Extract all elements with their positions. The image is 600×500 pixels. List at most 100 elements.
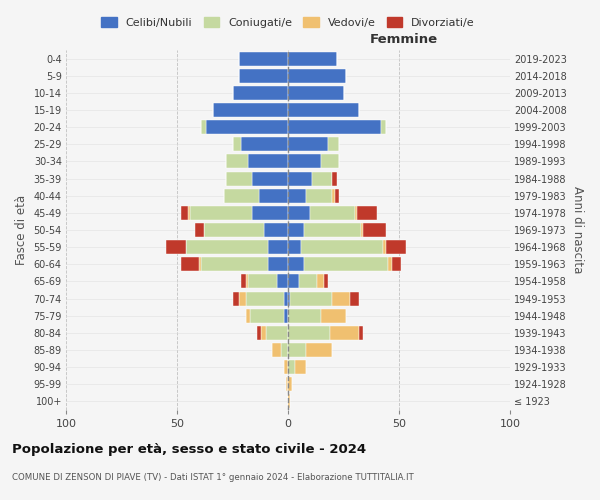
Bar: [288, 326, 330, 340]
Bar: [253, 172, 288, 185]
Bar: [392, 258, 401, 272]
Bar: [288, 86, 343, 100]
Bar: [188, 206, 190, 220]
Bar: [304, 223, 361, 237]
Bar: [284, 292, 288, 306]
Bar: [317, 274, 323, 288]
Bar: [259, 188, 288, 202]
Bar: [212, 103, 288, 117]
Bar: [323, 274, 328, 288]
Y-axis label: Fasce di età: Fasce di età: [15, 195, 28, 265]
Bar: [328, 138, 339, 151]
Bar: [288, 172, 313, 185]
Bar: [195, 223, 203, 237]
Bar: [241, 274, 246, 288]
Bar: [246, 274, 248, 288]
Bar: [246, 308, 250, 322]
Bar: [332, 188, 335, 202]
Legend: Celibi/Nubili, Coniugati/e, Vedovi/e, Divorziati/e: Celibi/Nubili, Coniugati/e, Vedovi/e, Di…: [97, 12, 479, 32]
Bar: [306, 343, 332, 357]
Bar: [288, 120, 381, 134]
Bar: [381, 120, 386, 134]
Bar: [301, 240, 383, 254]
Bar: [288, 68, 346, 82]
Bar: [202, 120, 206, 134]
Bar: [266, 326, 288, 340]
Bar: [295, 360, 306, 374]
Bar: [310, 206, 355, 220]
Bar: [277, 274, 288, 288]
Bar: [350, 292, 359, 306]
Bar: [272, 343, 281, 357]
Bar: [313, 172, 332, 185]
Bar: [364, 223, 386, 237]
Bar: [166, 240, 186, 254]
Bar: [288, 292, 290, 306]
Bar: [248, 154, 288, 168]
Text: Femmine: Femmine: [370, 34, 437, 46]
Bar: [203, 223, 263, 237]
Bar: [286, 378, 288, 392]
Bar: [224, 188, 259, 202]
Bar: [288, 103, 359, 117]
Bar: [202, 258, 268, 272]
Bar: [263, 223, 288, 237]
Bar: [250, 308, 284, 322]
Text: Popolazione per età, sesso e stato civile - 2024: Popolazione per età, sesso e stato civil…: [12, 442, 366, 456]
Bar: [288, 258, 304, 272]
Bar: [357, 206, 377, 220]
Bar: [284, 308, 288, 322]
Bar: [288, 240, 301, 254]
Text: COMUNE DI ZENSON DI PIAVE (TV) - Dati ISTAT 1° gennaio 2024 - Elaborazione TUTTI: COMUNE DI ZENSON DI PIAVE (TV) - Dati IS…: [12, 472, 414, 482]
Bar: [322, 308, 346, 322]
Bar: [288, 138, 328, 151]
Bar: [288, 154, 322, 168]
Bar: [284, 360, 288, 374]
Bar: [239, 292, 246, 306]
Bar: [383, 240, 386, 254]
Bar: [288, 223, 304, 237]
Bar: [332, 172, 337, 185]
Bar: [262, 326, 266, 340]
Bar: [288, 360, 295, 374]
Bar: [226, 172, 253, 185]
Bar: [241, 138, 288, 151]
Bar: [290, 292, 332, 306]
Bar: [199, 258, 202, 272]
Bar: [288, 274, 299, 288]
Bar: [335, 188, 339, 202]
Bar: [288, 206, 310, 220]
Bar: [281, 343, 288, 357]
Bar: [253, 206, 288, 220]
Bar: [355, 206, 357, 220]
Bar: [288, 52, 337, 66]
Bar: [190, 206, 253, 220]
Bar: [288, 394, 290, 408]
Bar: [181, 258, 199, 272]
Bar: [361, 223, 364, 237]
Bar: [233, 138, 241, 151]
Bar: [239, 52, 288, 66]
Bar: [322, 154, 339, 168]
Bar: [248, 274, 277, 288]
Bar: [186, 240, 268, 254]
Bar: [226, 154, 248, 168]
Bar: [388, 258, 392, 272]
Bar: [233, 86, 288, 100]
Bar: [239, 68, 288, 82]
Bar: [206, 120, 288, 134]
Bar: [246, 292, 284, 306]
Bar: [288, 308, 322, 322]
Bar: [288, 378, 292, 392]
Y-axis label: Anni di nascita: Anni di nascita: [571, 186, 584, 274]
Bar: [233, 292, 239, 306]
Bar: [268, 258, 288, 272]
Bar: [288, 188, 306, 202]
Bar: [359, 326, 364, 340]
Bar: [268, 240, 288, 254]
Bar: [288, 343, 306, 357]
Bar: [330, 326, 359, 340]
Bar: [306, 188, 332, 202]
Bar: [181, 206, 188, 220]
Bar: [257, 326, 262, 340]
